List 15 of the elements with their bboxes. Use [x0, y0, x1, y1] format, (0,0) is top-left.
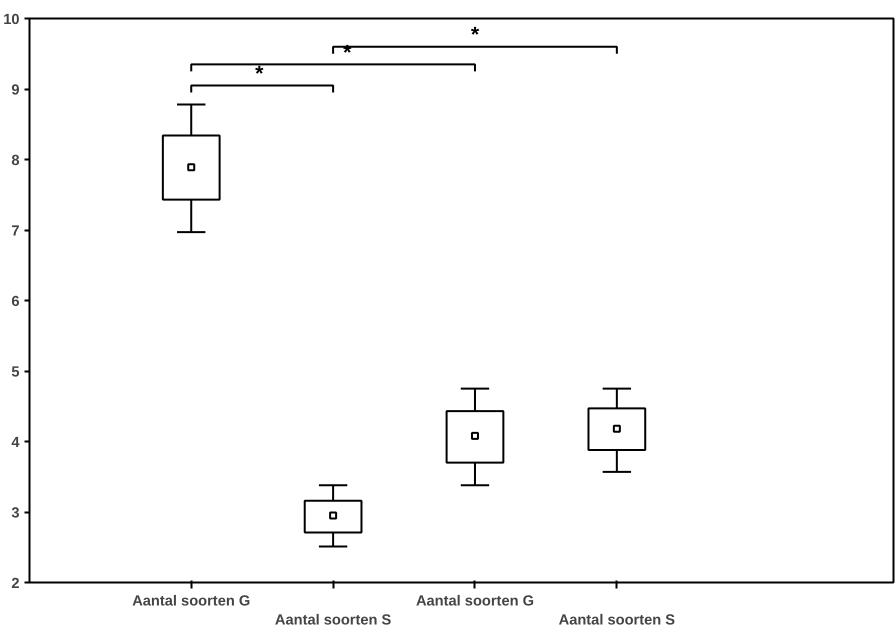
- y-tick-label: 10: [3, 12, 20, 28]
- y-tick-label: 8: [11, 153, 20, 169]
- x-tick-label: Aantal soorten G: [416, 594, 534, 610]
- x-tick-label: Aantal soorten S: [558, 612, 676, 629]
- x-tick-label: Aantal soorten S: [274, 612, 392, 629]
- annotation: *: [470, 22, 480, 47]
- y-tick-label: 9: [11, 82, 20, 98]
- annotation: *: [255, 61, 264, 86]
- y-tick-label: 7: [11, 224, 20, 240]
- y-tick-label: 3: [11, 506, 20, 522]
- x-tick-label: Aantal soorten G: [132, 594, 250, 610]
- y-tick-label: 6: [11, 294, 20, 310]
- y-tick-label: 4: [11, 435, 20, 451]
- y-tick-label: 5: [11, 364, 20, 380]
- y-tick-label: 2: [11, 576, 20, 592]
